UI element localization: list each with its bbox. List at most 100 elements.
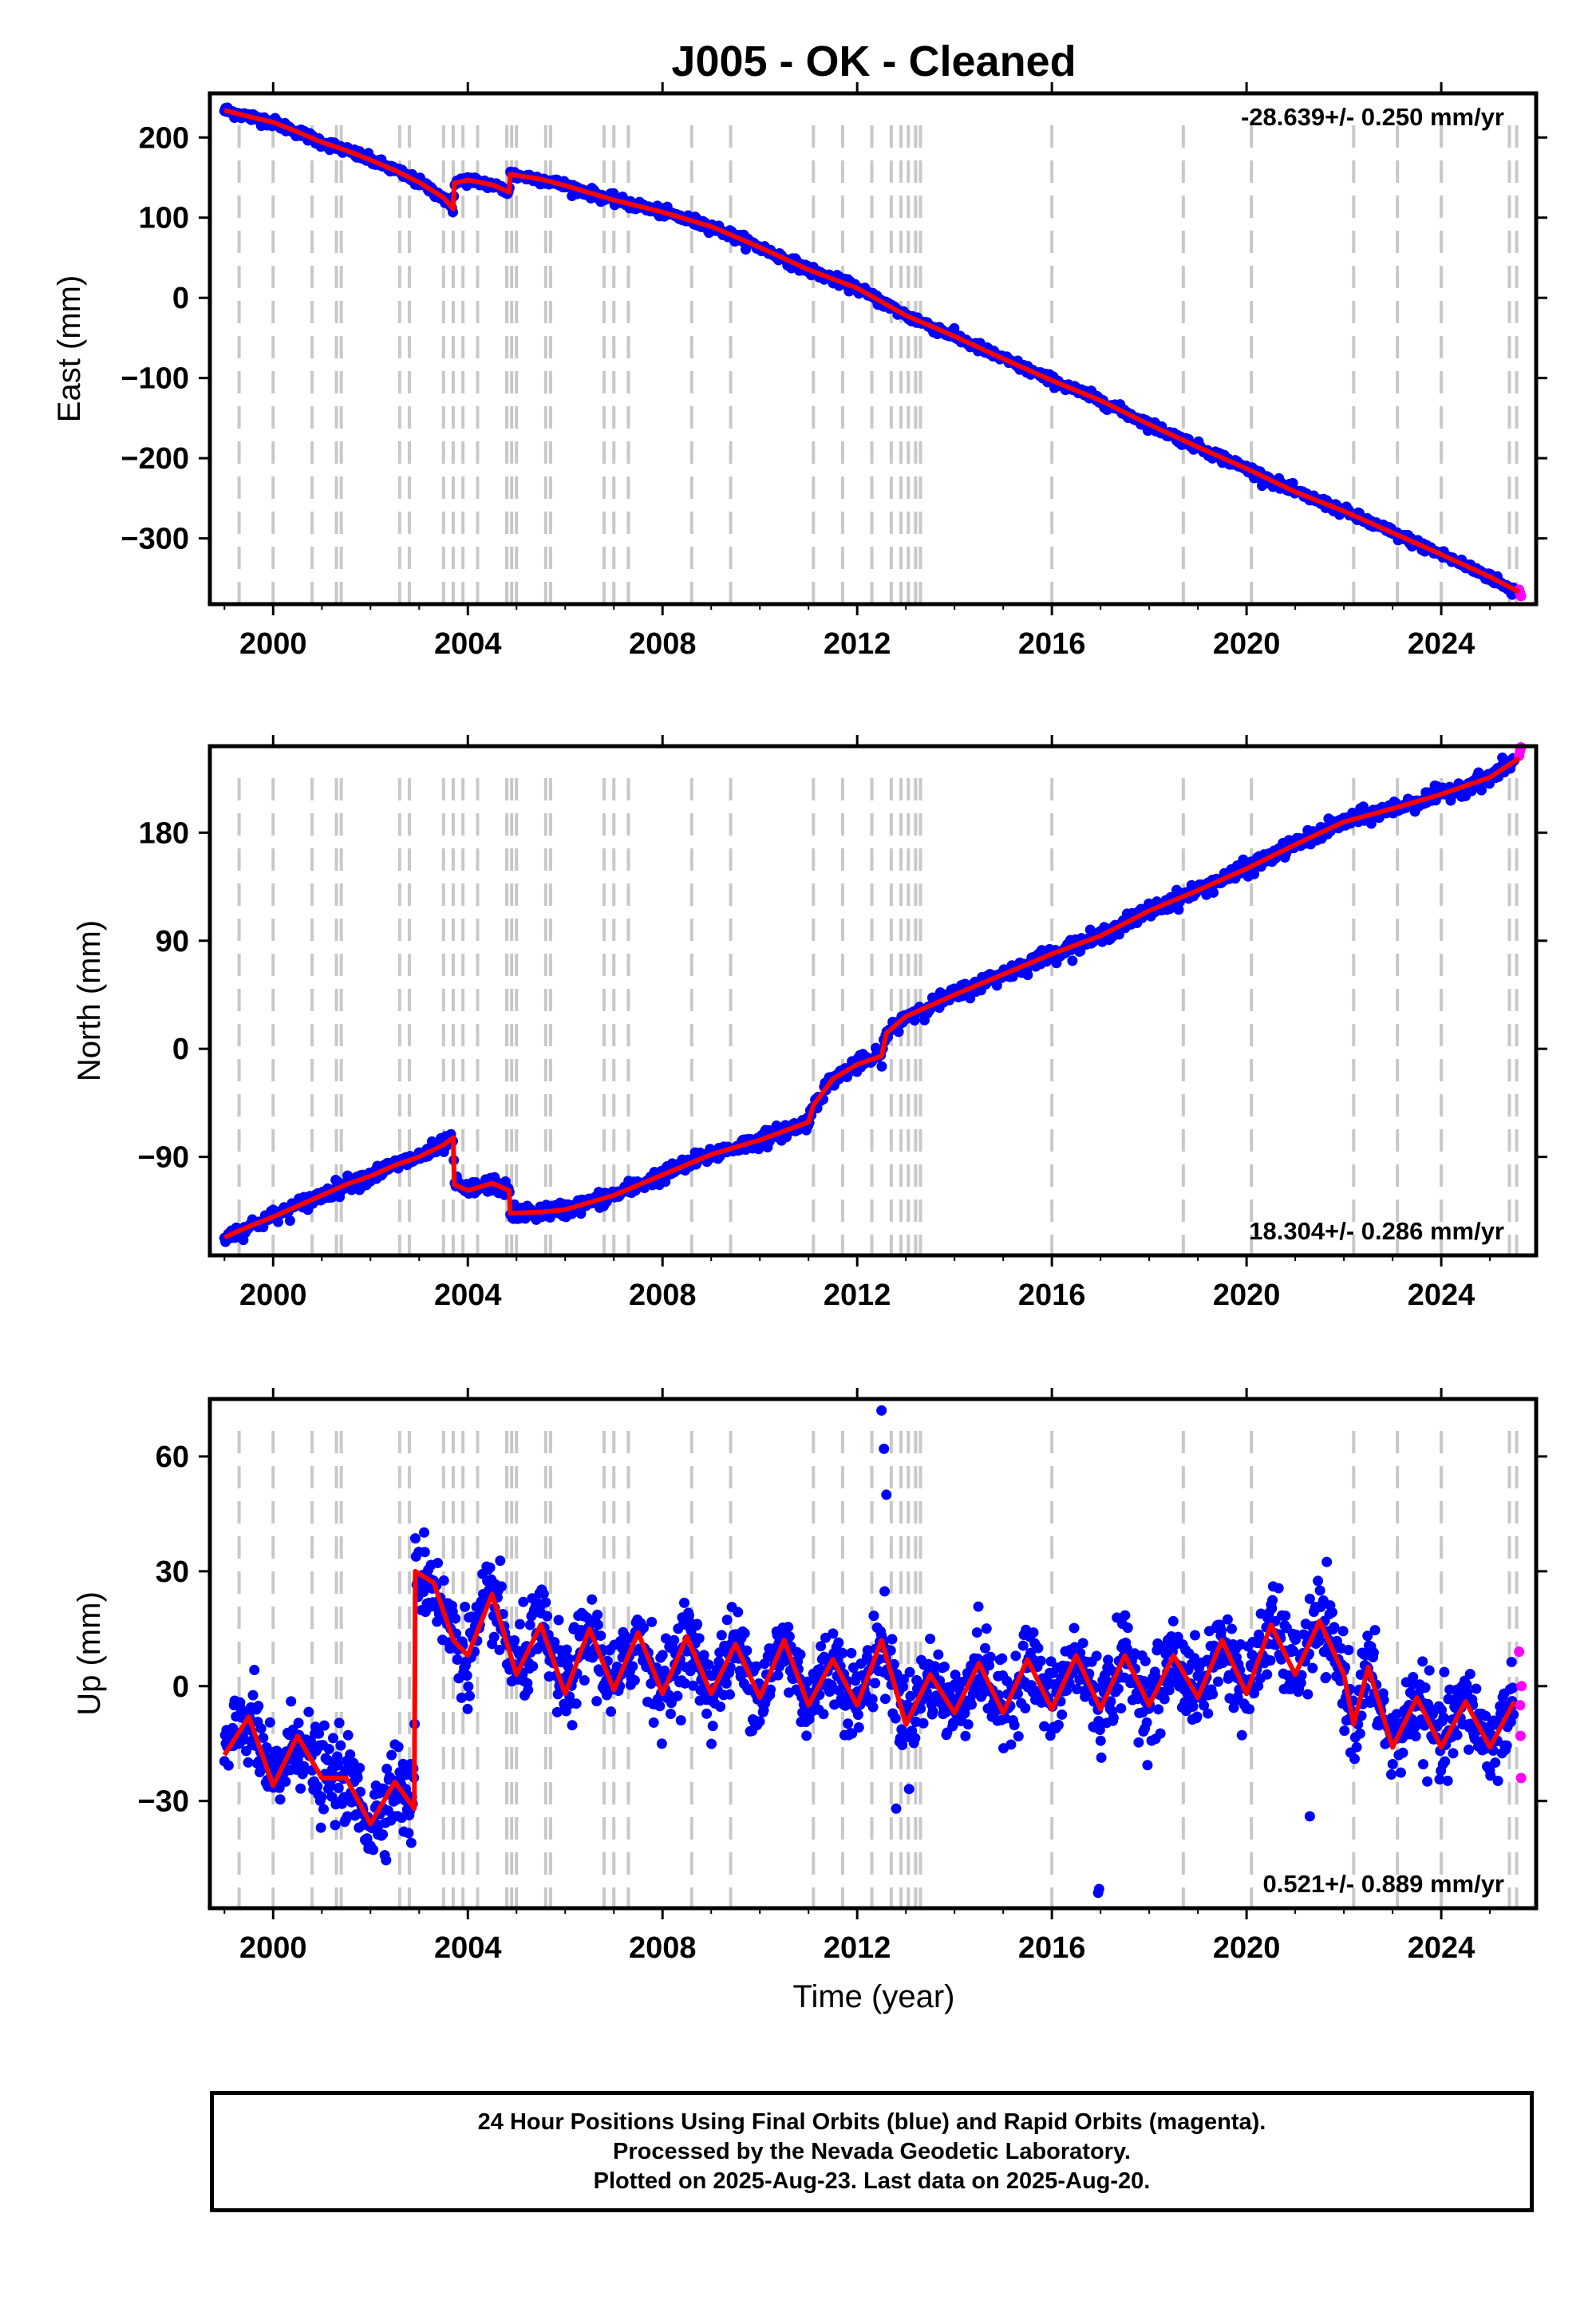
point-final-orbit xyxy=(1507,1682,1519,1694)
point-final-orbit xyxy=(741,1645,753,1656)
point-final-orbit xyxy=(342,1729,354,1741)
point-final-orbit xyxy=(693,1633,705,1644)
point-final-orbit xyxy=(1163,1685,1175,1696)
point-final-orbit xyxy=(1295,1678,1306,1689)
point-final-orbit xyxy=(561,1644,572,1655)
point-final-orbit xyxy=(280,1776,291,1787)
point-final-orbit xyxy=(433,1557,444,1568)
point-final-orbit xyxy=(1216,1625,1227,1636)
y-tick-label: 180 xyxy=(139,816,189,850)
point-final-orbit xyxy=(1226,1623,1237,1634)
point-final-orbit xyxy=(1427,1709,1438,1720)
point-final-orbit xyxy=(1443,1694,1454,1705)
point-outlier xyxy=(1093,1883,1104,1895)
y-tick-label: −30 xyxy=(138,1785,189,1819)
point-rapid-orbit xyxy=(1515,591,1527,602)
point-final-orbit xyxy=(665,1709,676,1720)
x-tick-label: 2024 xyxy=(1408,627,1476,661)
point-final-orbit xyxy=(592,1609,603,1620)
point-final-orbit xyxy=(575,1208,587,1219)
point-final-orbit xyxy=(1222,1614,1233,1625)
point-final-orbit xyxy=(981,1623,992,1634)
point-final-orbit xyxy=(1386,1769,1397,1780)
point-final-orbit xyxy=(538,1588,549,1599)
point-final-orbit xyxy=(1035,1655,1046,1666)
point-final-orbit xyxy=(1155,1728,1166,1739)
point-final-orbit xyxy=(255,1723,267,1734)
point-final-orbit xyxy=(1077,1638,1088,1649)
point-final-orbit xyxy=(672,1690,683,1701)
point-final-orbit xyxy=(985,1651,996,1662)
point-final-orbit xyxy=(509,1634,520,1646)
point-final-orbit xyxy=(1266,1603,1278,1614)
point-final-orbit xyxy=(898,1682,909,1693)
point-final-orbit xyxy=(1417,1656,1428,1667)
point-final-orbit xyxy=(284,1215,295,1226)
step-lines xyxy=(237,125,1519,604)
y-tick-label: 90 xyxy=(156,925,189,958)
point-final-orbit xyxy=(314,1728,325,1739)
point-final-orbit xyxy=(868,1611,879,1622)
point-final-orbit xyxy=(867,1694,878,1705)
x-tick-label: 2016 xyxy=(1018,1279,1086,1312)
point-final-orbit xyxy=(980,1642,991,1654)
point-final-orbit xyxy=(247,1690,259,1701)
y-axis-label: East (mm) xyxy=(52,275,87,422)
point-final-orbit xyxy=(1120,1610,1131,1621)
point-final-orbit xyxy=(867,1701,879,1713)
point-final-orbit xyxy=(385,1773,396,1784)
point-rapid-orbit xyxy=(1515,1730,1526,1741)
point-final-orbit xyxy=(890,1713,901,1724)
x-tick-label: 2008 xyxy=(629,1931,697,1965)
step-lines xyxy=(237,778,1519,1255)
point-final-orbit xyxy=(295,1783,306,1794)
point-final-orbit xyxy=(318,1804,330,1815)
point-final-orbit xyxy=(918,1717,929,1729)
point-final-orbit xyxy=(828,1628,839,1639)
point-final-orbit xyxy=(715,1701,726,1712)
point-final-orbit xyxy=(997,1653,1008,1664)
point-final-orbit xyxy=(253,1701,264,1712)
point-outlier xyxy=(1304,1811,1315,1822)
x-tick-label: 2020 xyxy=(1213,1931,1281,1965)
point-final-orbit xyxy=(1339,1725,1350,1737)
point-outlier xyxy=(891,1803,902,1814)
point-final-orbit xyxy=(318,1720,330,1731)
point-final-orbit xyxy=(330,1820,341,1831)
point-final-orbit xyxy=(515,1618,526,1630)
point-outlier xyxy=(879,1443,890,1454)
point-final-orbit xyxy=(846,1647,857,1658)
x-tick-label: 2024 xyxy=(1408,1279,1476,1312)
point-final-orbit xyxy=(654,1701,666,1712)
x-tick-label: 2020 xyxy=(1213,627,1281,661)
model-line xyxy=(223,756,1521,1240)
point-final-orbit xyxy=(1490,1757,1501,1769)
point-final-orbit xyxy=(1313,1575,1324,1587)
x-axis: 2000 2004 2008 2012 2016 2020 2024 xyxy=(223,82,1491,661)
point-final-orbit xyxy=(818,1709,829,1720)
step-lines xyxy=(237,1431,1519,1908)
point-final-orbit xyxy=(1108,1713,1119,1724)
point-final-orbit xyxy=(592,1619,603,1630)
y-tick-label: 30 xyxy=(156,1555,189,1589)
point-final-orbit xyxy=(678,1597,689,1608)
point-final-orbit xyxy=(1288,1646,1299,1657)
point-final-orbit xyxy=(1096,1752,1107,1763)
x-tick-label: 2012 xyxy=(824,1931,891,1965)
point-final-orbit xyxy=(1464,1669,1476,1680)
x-axis-label: Time (year) xyxy=(793,1979,955,2014)
point-final-orbit xyxy=(1337,1626,1349,1637)
point-final-orbit xyxy=(1296,1670,1307,1681)
point-final-orbit xyxy=(579,1675,590,1686)
point-outlier xyxy=(876,1405,887,1416)
point-final-orbit xyxy=(527,1661,539,1672)
point-final-orbit xyxy=(925,1633,936,1644)
point-final-orbit xyxy=(1067,955,1078,966)
point-final-orbit xyxy=(855,1658,867,1670)
point-final-orbit xyxy=(1203,1708,1214,1719)
point-final-orbit xyxy=(847,1728,858,1739)
x-tick-label: 2016 xyxy=(1018,1931,1086,1965)
point-final-orbit xyxy=(464,1690,476,1701)
